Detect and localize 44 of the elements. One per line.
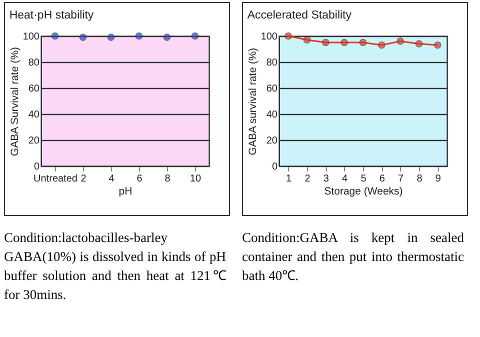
x-tick-label: 4 [108, 174, 115, 184]
y-tick-label: 80 [266, 58, 278, 68]
y-tick-label: 60 [28, 84, 40, 94]
chart-title: Accelerated Stability [247, 10, 352, 22]
x-tick-label: 8 [416, 174, 423, 184]
y-tick-label: 40 [266, 110, 278, 120]
x-tick-label: 1 [286, 174, 292, 184]
y-tick-label: 60 [266, 84, 278, 94]
y-tick-label: 0 [272, 162, 278, 172]
x-tick-label: 2 [304, 174, 311, 184]
y-tick-label: 100 [260, 32, 278, 42]
point [303, 36, 311, 44]
point [396, 38, 404, 45]
point [359, 38, 367, 46]
x-tick-label: 6 [379, 174, 386, 184]
x-axis-title: Storage (Weeks) [324, 186, 403, 198]
x-tick-label: 10 [190, 174, 202, 184]
point [284, 32, 292, 40]
y-tick-label: 100 [22, 32, 40, 42]
text: Condition:GABA is kept in sealed container and then put into thermostatic bath 40℃. [242, 229, 465, 285]
x-tick-label: 9 [435, 174, 442, 184]
y-tick-label: 40 [28, 110, 40, 120]
x-tick-label: Untreated [34, 174, 78, 184]
point [322, 38, 330, 46]
x-tick-label: 4 [342, 174, 348, 184]
point [340, 38, 348, 46]
point [434, 41, 442, 49]
y-axis-title: GABA survival rate (%) [246, 48, 259, 156]
chart-title: Heat·pH stability [9, 10, 94, 22]
y-tick-label: 20 [28, 136, 40, 146]
x-axis-title: pH [118, 186, 132, 198]
y-tick-label: 80 [28, 58, 40, 68]
x-tick-label: 5 [360, 174, 367, 184]
x-tick-label: 6 [136, 174, 143, 184]
text: Condition:lactobacilles-barley GABA(10%) is dissolved in kinds of pH buffer solution and then heat at 121℃ for 30mins. [4, 229, 227, 304]
y-tick-label: 20 [266, 136, 278, 146]
x-tick-label: 3 [323, 174, 330, 184]
y-axis-title: GABA Survival rate (%) [8, 46, 21, 156]
x-tick-label: 8 [164, 174, 171, 184]
x-tick-label: 7 [398, 174, 404, 184]
point [378, 41, 386, 49]
x-tick-label: 2 [80, 174, 87, 184]
y-tick-label: 0 [34, 162, 40, 172]
point [415, 40, 423, 48]
